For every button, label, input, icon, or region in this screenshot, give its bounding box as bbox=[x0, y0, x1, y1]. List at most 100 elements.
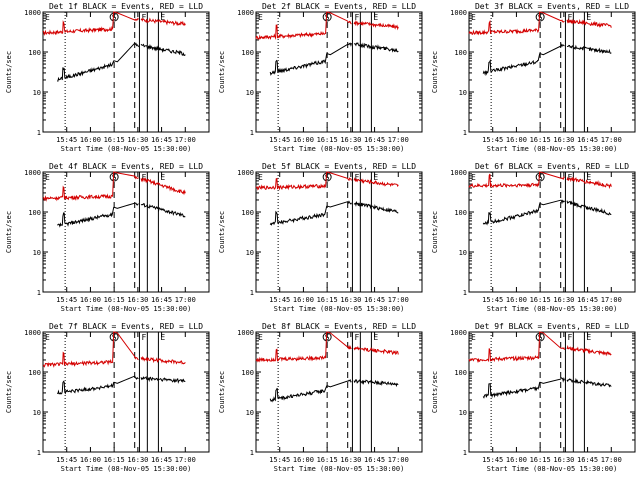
x-tick-label: 16:15 bbox=[317, 456, 338, 464]
marker-label: E bbox=[258, 333, 263, 342]
lld-series-line bbox=[468, 331, 612, 364]
x-tick-label: 15:45 bbox=[482, 456, 503, 464]
events-series-line bbox=[57, 375, 186, 395]
x-axis-label: Start Time (08-Nov-05 15:30:00) bbox=[61, 145, 192, 153]
x-tick-label: 17:00 bbox=[601, 296, 622, 304]
x-axis-label: Start Time (08-Nov-05 15:30:00) bbox=[487, 465, 618, 473]
y-tick-label: 100 bbox=[241, 49, 254, 57]
x-tick-label: 15:45 bbox=[269, 296, 290, 304]
marker-label: F bbox=[141, 173, 146, 182]
x-tick-label: 16:00 bbox=[506, 456, 527, 464]
marker-label: E bbox=[373, 333, 378, 342]
y-tick-label: 10 bbox=[459, 409, 467, 417]
marker-label: S bbox=[112, 13, 117, 22]
events-series-line bbox=[269, 42, 399, 76]
x-tick-label: 16:30 bbox=[340, 136, 361, 144]
lld-series-line bbox=[42, 11, 186, 36]
y-axis-label: Counts/sec bbox=[218, 371, 226, 413]
x-tick-label: 15:45 bbox=[482, 136, 503, 144]
marker-label: S bbox=[538, 13, 543, 22]
y-tick-label: 1 bbox=[463, 289, 467, 297]
x-tick-label: 16:15 bbox=[104, 136, 125, 144]
x-tick-label: 16:15 bbox=[530, 136, 551, 144]
x-tick-label: 17:00 bbox=[601, 136, 622, 144]
x-tick-label: 17:00 bbox=[388, 136, 409, 144]
y-tick-label: 1 bbox=[463, 129, 467, 137]
x-tick-label: 16:30 bbox=[553, 296, 574, 304]
marker-label: E bbox=[258, 13, 263, 22]
y-tick-label: 100 bbox=[241, 209, 254, 217]
events-series-line bbox=[482, 376, 612, 399]
plot-frame bbox=[255, 331, 423, 453]
marker-label: S bbox=[112, 333, 117, 342]
marker-label: S bbox=[538, 173, 543, 182]
panel-6: Det 6f BLACK = Events, RED = LLD 1 10 100 10… bbox=[431, 162, 636, 313]
marker-label: E bbox=[160, 13, 165, 22]
marker-label: F bbox=[354, 333, 359, 342]
plot-frame bbox=[42, 11, 210, 133]
events-series-line bbox=[269, 378, 399, 403]
panel-title: Det 4f BLACK = Events, RED = LLD bbox=[49, 162, 203, 171]
x-tick-label: 17:00 bbox=[388, 456, 409, 464]
plot-frame bbox=[468, 331, 636, 453]
marker-label: E bbox=[45, 333, 50, 342]
y-tick-label: 10 bbox=[246, 409, 254, 417]
panel-title: Det 8f BLACK = Events, RED = LLD bbox=[262, 322, 416, 331]
marker-label: F bbox=[354, 13, 359, 22]
panel-1: Det 1f BLACK = Events, RED = LLD 1 10 100 10… bbox=[5, 2, 210, 153]
y-axis-label: Counts/sec bbox=[431, 371, 439, 413]
x-tick-label: 16:45 bbox=[151, 136, 172, 144]
marker-label: E bbox=[258, 173, 263, 182]
lld-series-line bbox=[42, 171, 186, 202]
x-tick-label: 16:15 bbox=[317, 296, 338, 304]
x-axis-label: Start Time (08-Nov-05 15:30:00) bbox=[274, 465, 405, 473]
x-tick-label: 16:30 bbox=[340, 456, 361, 464]
y-axis-label: Counts/sec bbox=[218, 211, 226, 253]
y-tick-label: 10 bbox=[459, 249, 467, 257]
x-tick-label: 16:30 bbox=[127, 456, 148, 464]
x-tick-label: 16:00 bbox=[80, 296, 101, 304]
panel-2: Det 2f BLACK = Events, RED = LLD 1 10 100 10… bbox=[218, 2, 423, 153]
y-tick-label: 1 bbox=[37, 449, 41, 457]
events-series-line bbox=[57, 202, 186, 228]
y-tick-label: 1000 bbox=[237, 9, 254, 17]
panel-7: Det 7f BLACK = Events, RED = LLD 1 10 100 10… bbox=[5, 322, 210, 473]
panel-5: Det 5f BLACK = Events, RED = LLD 1 10 100 10… bbox=[218, 162, 423, 313]
x-tick-label: 16:45 bbox=[577, 456, 598, 464]
x-tick-label: 16:00 bbox=[506, 296, 527, 304]
panel-title: Det 2f BLACK = Events, RED = LLD bbox=[262, 2, 416, 11]
marker-label: F bbox=[354, 173, 359, 182]
x-tick-label: 16:45 bbox=[151, 296, 172, 304]
panel-9: Det 9f BLACK = Events, RED = LLD 1 10 100 10… bbox=[431, 322, 636, 473]
x-tick-label: 16:30 bbox=[127, 136, 148, 144]
marker-label: E bbox=[160, 173, 165, 182]
y-axis-label: Counts/sec bbox=[218, 51, 226, 93]
x-axis-label: Start Time (08-Nov-05 15:30:00) bbox=[61, 305, 192, 313]
x-tick-label: 16:45 bbox=[151, 456, 172, 464]
y-tick-label: 100 bbox=[28, 209, 41, 217]
lld-series-line bbox=[255, 11, 399, 41]
marker-label: E bbox=[471, 173, 476, 182]
y-tick-label: 10 bbox=[459, 89, 467, 97]
y-tick-label: 100 bbox=[28, 369, 41, 377]
x-tick-label: 16:30 bbox=[127, 296, 148, 304]
x-tick-label: 15:45 bbox=[56, 136, 77, 144]
x-axis-label: Start Time (08-Nov-05 15:30:00) bbox=[487, 305, 618, 313]
events-series-line bbox=[482, 43, 612, 77]
y-tick-label: 100 bbox=[454, 209, 467, 217]
panel-title: Det 3f BLACK = Events, RED = LLD bbox=[475, 2, 629, 11]
y-tick-label: 1 bbox=[37, 289, 41, 297]
y-axis-label: Counts/sec bbox=[431, 211, 439, 253]
marker-label: E bbox=[586, 13, 591, 22]
marker-label: E bbox=[160, 333, 165, 342]
marker-label: S bbox=[325, 13, 330, 22]
x-tick-label: 16:15 bbox=[530, 456, 551, 464]
y-tick-label: 1000 bbox=[237, 169, 254, 177]
marker-circle bbox=[109, 12, 119, 22]
marker-label: F bbox=[567, 333, 572, 342]
y-tick-label: 1000 bbox=[450, 329, 467, 337]
x-axis-label: Start Time (08-Nov-05 15:30:00) bbox=[274, 305, 405, 313]
x-tick-label: 16:00 bbox=[293, 456, 314, 464]
marker-label: E bbox=[471, 333, 476, 342]
